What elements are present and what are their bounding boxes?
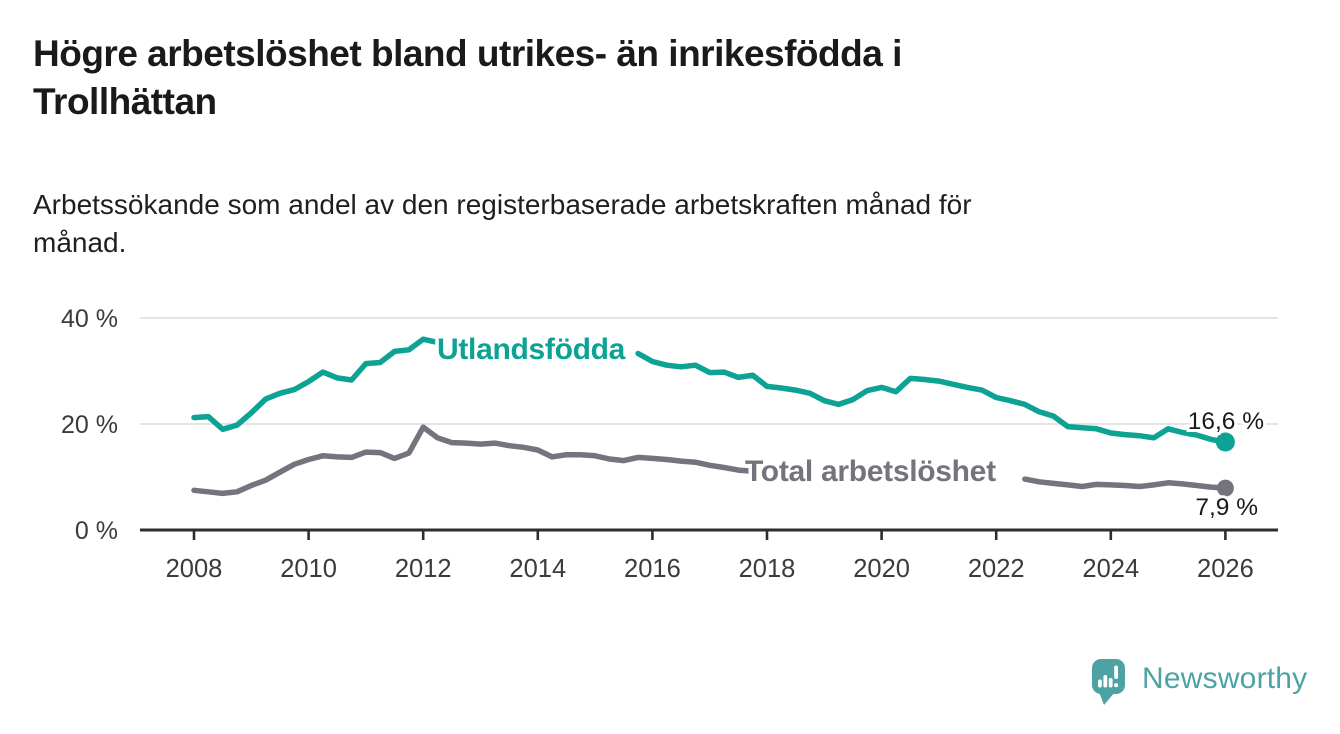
chart-subtitle: Arbetssökande som andel av den registerb… [33, 186, 1253, 262]
page-title: Högre arbetslöshet bland utrikes- än inr… [33, 30, 1293, 126]
newsworthy-logo: Newsworthy [1091, 658, 1307, 708]
gridlines [140, 317, 1278, 425]
end-value-label-0: 16,6 % [1188, 408, 1264, 435]
series-line-1-seg0 [191, 424, 756, 497]
x-axis-label-2026: 2026 [1197, 555, 1254, 583]
series-line-0-seg1 [635, 350, 1229, 445]
x-axis-labels: 2008 2010 2012 2014 2016 2018 2020 2022 2024 2026 [166, 555, 1254, 583]
x-axis-label-2024: 2024 [1082, 555, 1139, 583]
y-axis-label-0: 0 % [75, 517, 118, 545]
x-axis-label-2014: 2014 [509, 555, 566, 583]
series-line-0-seg0 [191, 336, 441, 433]
series-end-dot-1 [1216, 479, 1234, 497]
series-labels: Utlandsfödda Total arbetslöshet [434, 330, 1000, 492]
x-axis-label-2012: 2012 [395, 555, 452, 583]
x-axis-label-2022: 2022 [968, 555, 1025, 583]
chart-subtitle-line2: månad. [33, 227, 127, 258]
x-axis-label-2020: 2020 [853, 555, 910, 583]
series-end-dot-0 [1215, 432, 1235, 452]
chart-subtitle-line1: Arbetssökande som andel av den registerb… [33, 189, 972, 220]
x-axis-label-2016: 2016 [624, 555, 681, 583]
page-title-line1: Högre arbetslöshet bland utrikes- än inr… [33, 33, 902, 74]
newsworthy-bubble-chart-icon [1092, 659, 1125, 705]
series-name-label-0: Utlandsfödda [437, 333, 626, 366]
y-axis-label-40: 40 % [61, 305, 118, 333]
series-line-1-seg1 [1022, 476, 1229, 491]
series-name-label-1: Total arbetslöshet [745, 455, 996, 488]
series-lines [191, 336, 1235, 497]
end-value-label-1: 7,9 % [1195, 494, 1258, 521]
x-axis-label-2008: 2008 [166, 555, 223, 583]
x-axis [140, 528, 1278, 540]
y-axis-label-20: 20 % [61, 411, 118, 439]
page-title-line2: Trollhättan [33, 81, 217, 122]
x-axis-label-2010: 2010 [280, 555, 337, 583]
y-axis-labels: 0 % 20 % 40 % [61, 305, 118, 545]
x-axis-label-2018: 2018 [739, 555, 796, 583]
brand-name: Newsworthy [1142, 662, 1308, 695]
end-value-labels: 16,6 % 7,9 % [1185, 405, 1267, 524]
